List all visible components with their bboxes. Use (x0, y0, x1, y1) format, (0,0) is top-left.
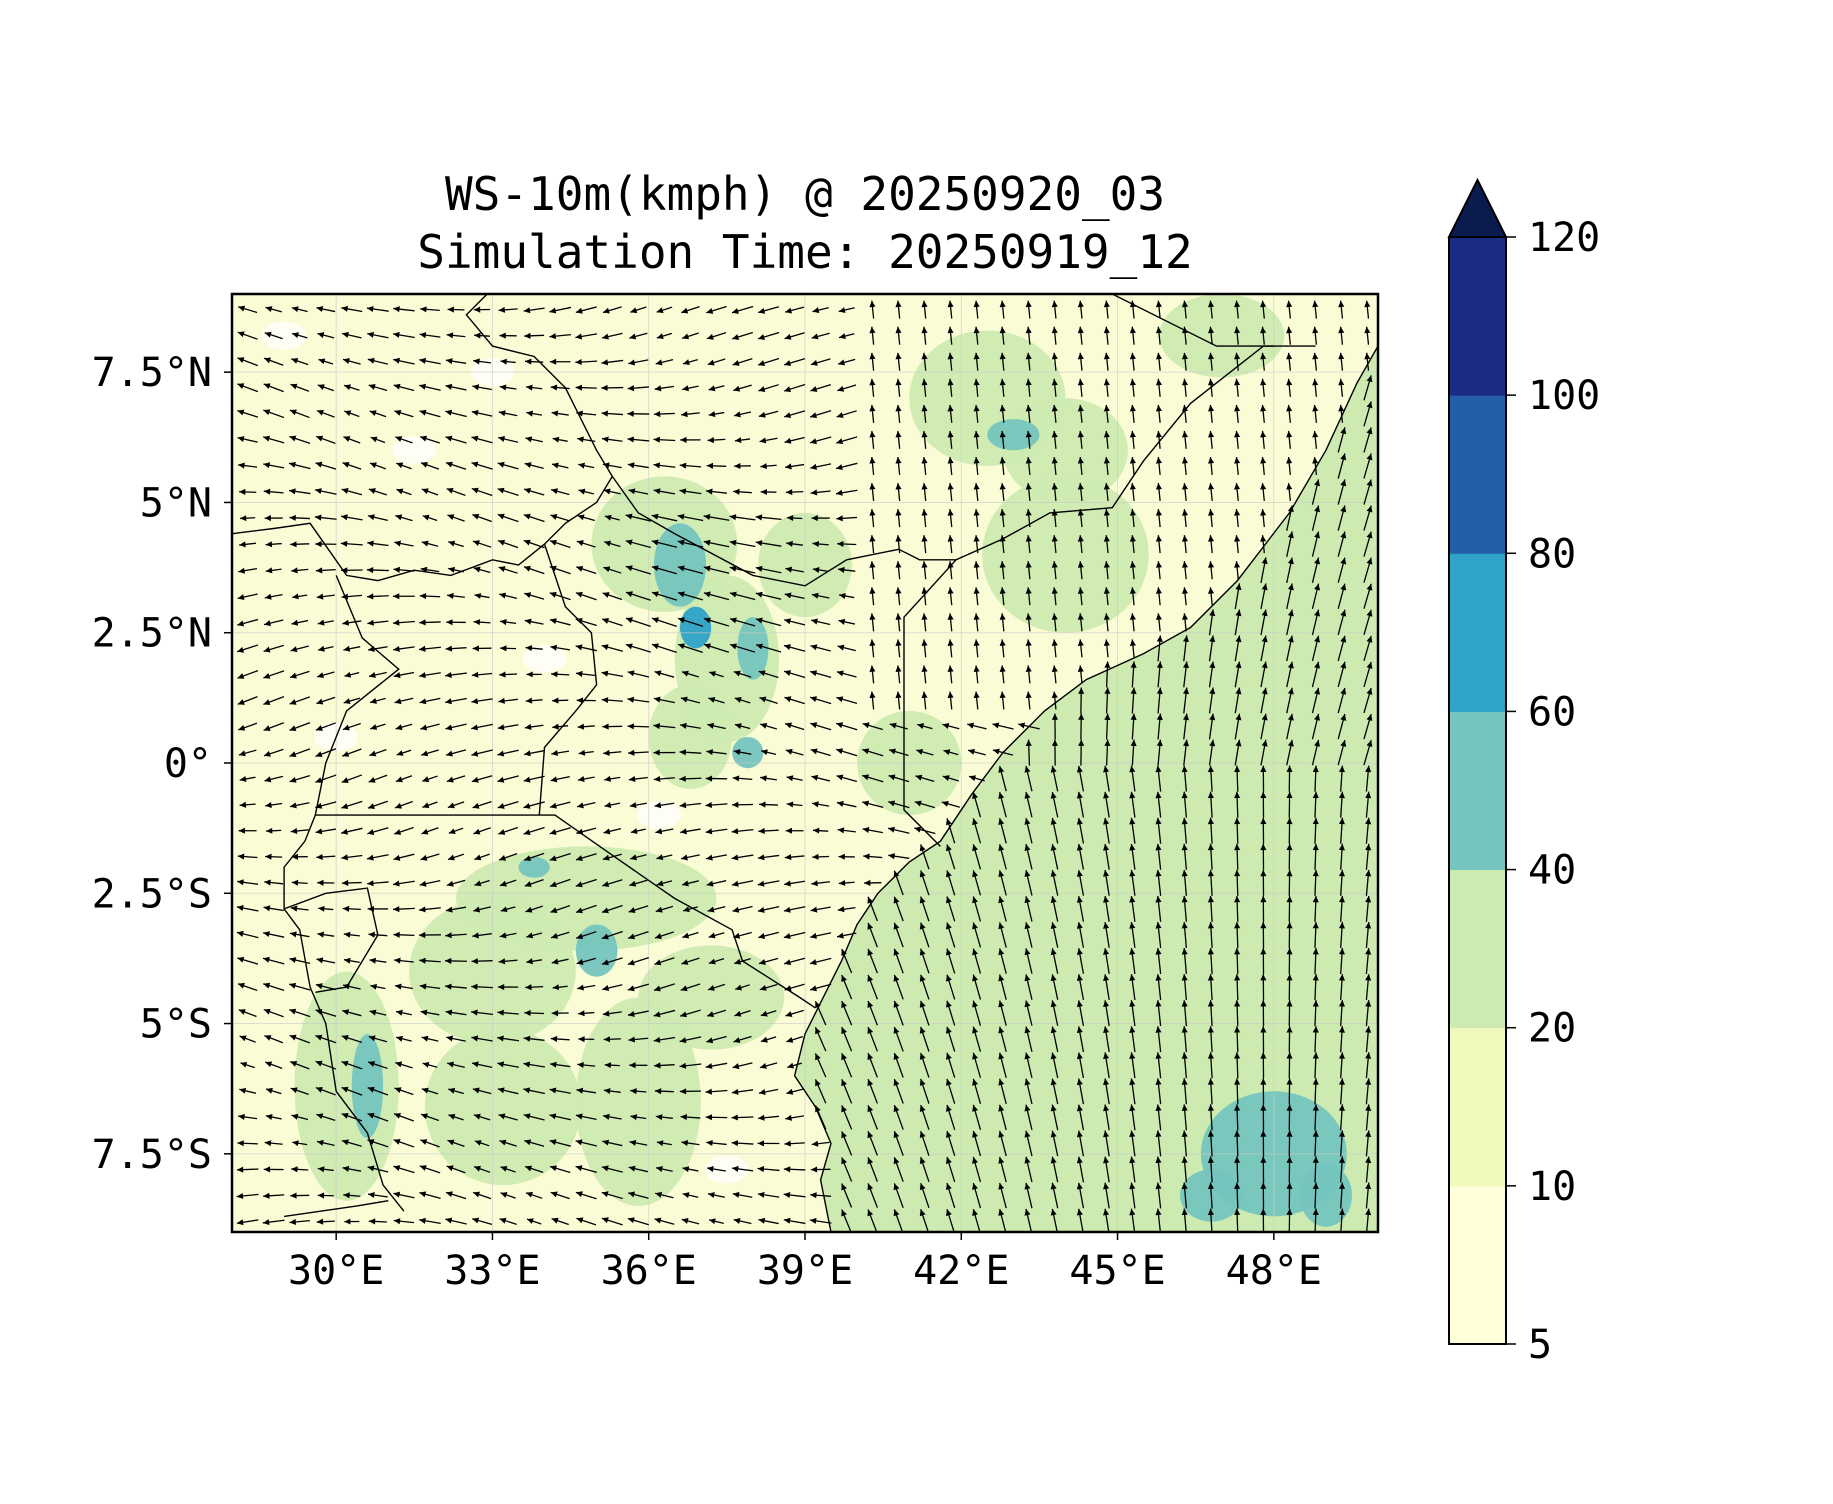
contour-patch (352, 1034, 383, 1138)
colorbar: 5 10 20 40 60 80 100 120 (1449, 180, 1600, 1368)
contour-patch (1003, 398, 1128, 502)
colorbar-tick-label: 10 (1528, 1164, 1576, 1210)
colorbar-segment (1449, 237, 1506, 396)
colorbar-tick-label: 100 (1528, 373, 1600, 419)
lon-tick-label: 48°E (1226, 1248, 1322, 1294)
colorbar-tick-label: 80 (1528, 531, 1576, 577)
colorbar-segment (1449, 870, 1506, 1029)
title-line-2: Simulation Time: 20250919_12 (417, 225, 1192, 279)
contour-patch (680, 607, 711, 649)
lat-tick-label: 0° (164, 741, 212, 787)
contour-patch (425, 1029, 581, 1185)
colorbar-tick-label: 40 (1528, 848, 1576, 894)
colorbar-extend-arrow (1449, 180, 1506, 237)
contour-patch (576, 925, 618, 977)
colorbar-tick-label: 20 (1528, 1006, 1576, 1052)
contour-patch (987, 419, 1039, 450)
colorbar-segment (1449, 711, 1506, 870)
lon-tick-label: 45°E (1069, 1248, 1165, 1294)
contour-patch (1300, 1164, 1352, 1227)
colorbar-tick-label: 5 (1528, 1322, 1552, 1368)
lat-tick-label: 7.5°N (92, 350, 212, 396)
colorbar-segment (1449, 553, 1506, 712)
colorbar-segment (1449, 395, 1506, 554)
colorbar-tick-label: 60 (1528, 689, 1576, 735)
lon-tick-label: 36°E (601, 1248, 697, 1294)
contour-patch (519, 857, 550, 878)
lon-tick-label: 33°E (444, 1248, 540, 1294)
title-line-1: WS-10m(kmph) @ 20250920_03 (445, 167, 1165, 221)
lon-tick-label: 42°E (913, 1248, 1009, 1294)
lon-tick-label: 39°E (757, 1248, 853, 1294)
lon-tick-label: 30°E (288, 1248, 384, 1294)
colorbar-segment (1449, 1028, 1506, 1187)
lat-tick-label: 2.5°S (92, 871, 212, 917)
lat-tick-label: 5°S (140, 1002, 212, 1048)
latitude-ticks: 7.5°N 5°N 2.5°N 0° 2.5°S 5°S 7.5°S (92, 350, 232, 1178)
map-panel: 30°E 33°E 36°E 39°E 42°E 45°E 48°E 7.5°N 5°N 2.5… (92, 294, 1378, 1294)
lat-tick-label: 7.5°S (92, 1132, 212, 1178)
lat-tick-label: 2.5°N (92, 611, 212, 657)
contour-patch (295, 971, 399, 1200)
lat-tick-label: 5°N (140, 480, 212, 526)
colorbar-segment (1449, 1186, 1506, 1345)
longitude-ticks: 30°E 33°E 36°E 39°E 42°E 45°E 48°E (288, 1232, 1322, 1294)
colorbar-tick-label: 120 (1528, 215, 1600, 261)
